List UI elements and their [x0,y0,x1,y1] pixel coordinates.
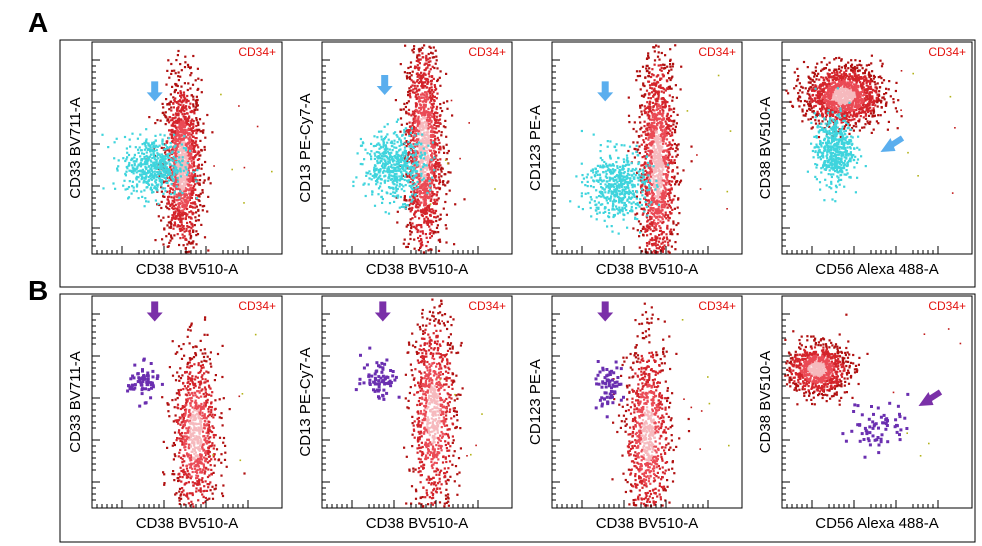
plot-A4-events [785,54,956,203]
plot-B3-events [594,302,730,508]
plot-A1-gate-label: CD34+ [238,45,276,59]
plot-A2-events [352,44,496,254]
plot-A3-ticks [552,59,709,254]
plot-A2-y-axis-label: CD13 PE-Cy7-A [297,93,314,202]
plot-A4-y-axis-label: CD38 BV510-A [757,97,774,200]
plot-B2-ticks [322,313,479,508]
plot-B2: CD34+ CD38 BV510-A CD13 PE-Cy7-A [297,295,513,532]
plot-A3-arrow-icon [597,81,614,102]
plot-A4-x-axis-label: CD56 Alexa 488-A [815,261,938,278]
plot-B1-ticks [92,313,249,508]
plot-B3-x-axis-label: CD38 BV510-A [596,515,699,532]
plot-A2-ticks [322,59,479,254]
plot-A3-x-axis-label: CD38 BV510-A [596,261,699,278]
plot-A3-y-axis-label: CD123 PE-A [527,105,544,191]
plot-B4-x-axis-label: CD56 Alexa 488-A [815,515,938,532]
plot-B4-ticks [782,313,939,508]
plot-B4-frame [781,295,973,509]
plot-A4-ticks [782,59,939,254]
row-b-frame [59,293,976,543]
plot-B1: CD34+ CD38 BV510-A CD33 BV711-A [67,295,283,532]
plot-B1-gate-label: CD34+ [238,299,276,313]
plot-A2-x-axis-label: CD38 BV510-A [366,261,469,278]
plot-A1-y-axis-label: CD33 BV711-A [67,97,84,198]
plot-A4-arrow-icon [880,135,905,152]
row-a-label: A [28,7,48,38]
plot-A3-gate-label: CD34+ [698,45,736,59]
plot-A1-arrow-icon [146,81,163,102]
plot-B3: CD34+ CD38 BV510-A CD123 PE-A [527,295,743,532]
plot-A1-events [101,49,273,254]
plot-B1-arrow-icon [146,301,163,322]
plots-layer: CD34+ CD38 BV510-A CD33 BV711-A CD34+ CD38 B… [67,41,973,532]
plot-B3-y-axis-label: CD123 PE-A [527,359,544,445]
plot-B4-events [784,313,962,459]
plot-A1: CD34+ CD38 BV510-A CD33 BV711-A [67,41,283,278]
plot-A2-gate-label: CD34+ [468,45,506,59]
plot-B2-gate-label: CD34+ [468,299,506,313]
plot-A4: CD34+ CD56 Alexa 488-A CD38 BV510-A [757,41,973,278]
plot-B2-events [354,298,483,508]
plot-B4-arrow-icon [918,389,943,406]
plot-B1-y-axis-label: CD33 BV711-A [67,351,84,452]
plot-A4-frame [781,41,973,255]
plot-B2-x-axis-label: CD38 BV510-A [366,515,469,532]
plot-B2-frame [321,295,513,509]
plot-A2-frame [321,41,513,255]
row-b-label: B [28,275,48,306]
plot-B4: CD34+ CD56 Alexa 488-A CD38 BV510-A [757,295,973,532]
plot-B3-gate-label: CD34+ [698,299,736,313]
plot-A2-arrow-icon [376,75,393,95]
plot-B1-x-axis-label: CD38 BV510-A [136,515,239,532]
plot-A1-ticks [92,59,249,254]
plot-B4-gate-label: CD34+ [928,299,966,313]
plot-B1-events [126,316,257,508]
plot-A1-x-axis-label: CD38 BV510-A [136,261,239,278]
plot-A4-gate-label: CD34+ [928,45,966,59]
plot-B3-ticks [552,313,709,508]
plot-A3-events [569,44,732,254]
plot-B4-y-axis-label: CD38 BV510-A [757,351,774,454]
plot-B3-arrow-icon [597,301,614,322]
plot-B2-y-axis-label: CD13 PE-Cy7-A [297,347,314,456]
plot-A3: CD34+ CD38 BV510-A CD123 PE-A [527,41,743,278]
plot-A2: CD34+ CD38 BV510-A CD13 PE-Cy7-A [297,41,513,278]
plot-B2-arrow-icon [374,301,391,322]
row-a-frame [59,39,976,288]
